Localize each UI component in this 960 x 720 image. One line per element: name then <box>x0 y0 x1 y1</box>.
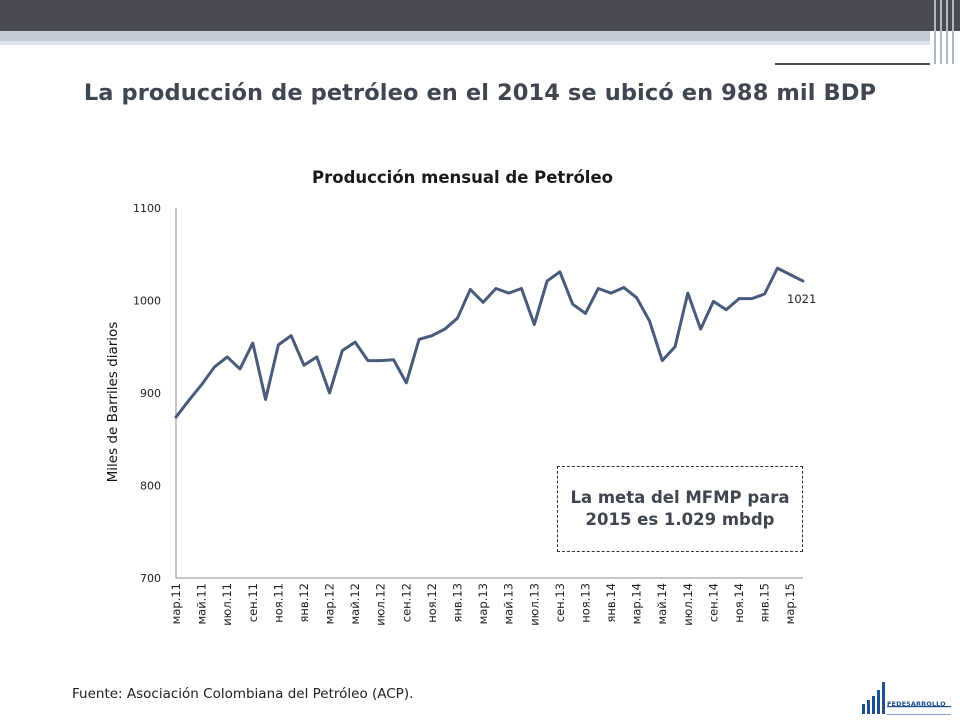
x-tick-label: мар.13 <box>476 583 490 624</box>
x-tick-label: мар.12 <box>323 583 337 624</box>
x-tick-label: ноя.11 <box>271 583 285 623</box>
x-tick-label: сен.14 <box>706 583 720 622</box>
x-tick-label: ноя.12 <box>425 583 439 623</box>
chart-axes <box>175 208 803 579</box>
x-tick-label: май.12 <box>348 583 362 625</box>
x-tick-label: май.13 <box>502 583 516 625</box>
logo-text: FEDESARROLLO <box>887 700 946 708</box>
x-tick-label: мар.11 <box>169 583 183 624</box>
chart-series <box>174 266 805 419</box>
chart-title: Producción mensual de Petróleo <box>312 168 613 187</box>
x-tick-label: янв.12 <box>297 583 311 623</box>
x-tick-label: янв.14 <box>604 583 618 623</box>
x-tick-label: июл.14 <box>681 583 695 626</box>
x-tick-label: сен.13 <box>553 583 567 622</box>
top-bar <box>0 0 960 31</box>
x-tick-label: сен.12 <box>399 583 413 622</box>
y-tick-labels: 700 800 900 1000 1100 <box>133 202 161 585</box>
chart-annotations: 1021 <box>787 292 816 306</box>
top-band <box>0 31 930 41</box>
x-tick-label: июл.11 <box>220 583 234 626</box>
fedesarrollo-logo-icon <box>862 682 951 715</box>
y-tick-label: 1000 <box>133 295 161 308</box>
x-tick-label: май.11 <box>195 583 209 625</box>
source-note: Fuente: Asociación Colombiana del Petról… <box>72 686 414 702</box>
x-tick-label: июл.13 <box>527 583 541 626</box>
slide-title: La producción de petróleo en el 2014 se … <box>83 80 877 106</box>
top-band-light <box>0 41 930 45</box>
x-tick-label: мар.14 <box>630 583 644 624</box>
goal-annotation-box: La meta del MFMP para 2015 es 1.029 mbdp <box>557 466 803 552</box>
top-right-stripes <box>930 0 960 64</box>
data-label: 1021 <box>787 292 816 306</box>
x-tick-label: ноя.14 <box>732 583 746 623</box>
y-tick-label: 700 <box>140 572 161 585</box>
x-tick-label: июл.12 <box>374 583 388 626</box>
x-tick-labels: мар.11 май.11 июл.11 сен.11 ноя.11 янв.12 мар.… <box>169 583 797 626</box>
goal-annotation-text: La meta del MFMP para 2015 es 1.029 mbdp <box>570 488 790 529</box>
accent-line <box>775 63 930 65</box>
x-tick-label: янв.15 <box>758 583 772 623</box>
x-tick-label: мар.15 <box>783 583 797 624</box>
series-line <box>174 266 805 419</box>
x-tick-label: сен.11 <box>246 583 260 622</box>
y-tick-label: 900 <box>140 387 161 400</box>
x-tick-label: ноя.13 <box>578 583 592 623</box>
x-tick-label: янв.13 <box>451 583 465 623</box>
x-tick-label: май.14 <box>655 583 669 625</box>
y-tick-label: 1100 <box>133 202 161 215</box>
y-tick-label: 800 <box>140 480 161 493</box>
